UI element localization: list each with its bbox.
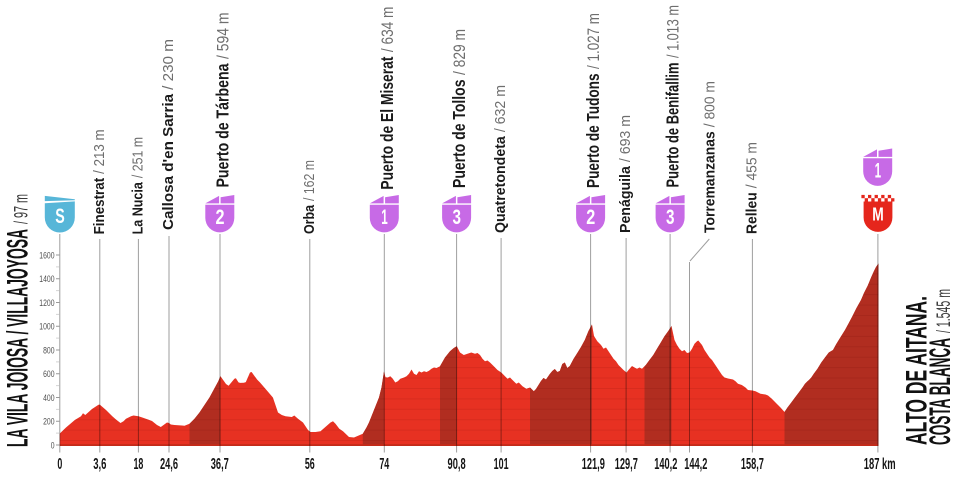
svg-text:Puerto de Benifallim: Puerto de Benifallim [663, 62, 683, 187]
svg-text:1: 1 [381, 205, 388, 229]
svg-text:129,7: 129,7 [615, 456, 638, 473]
svg-text:COSTA BLANCA: COSTA BLANCA [924, 338, 957, 445]
svg-text:Callosa d'en Sarria: Callosa d'en Sarria [160, 93, 177, 230]
svg-text:/ 594 m: / 594 m [215, 13, 233, 60]
svg-text:101: 101 [494, 456, 509, 473]
svg-text:Puerto de Tollos: Puerto de Tollos [449, 79, 469, 188]
svg-text:800: 800 [43, 345, 54, 356]
svg-text:/ 800 m: / 800 m [702, 81, 718, 127]
svg-text:1400: 1400 [39, 274, 54, 285]
svg-text:Orba: Orba [301, 204, 318, 234]
svg-text:0: 0 [51, 440, 55, 451]
svg-text:/ 251 m: / 251 m [130, 137, 146, 178]
svg-text:/ 455 m: / 455 m [744, 142, 760, 188]
svg-text:/ 829 m: / 829 m [451, 29, 469, 75]
svg-text:Penáguila: Penáguila [617, 166, 634, 233]
svg-text:2: 2 [216, 205, 225, 229]
svg-text:3: 3 [666, 205, 675, 229]
svg-text:LA VILA JOIOSA / VILLAJOYOSA: LA VILA JOIOSA / VILLAJOYOSA [2, 229, 35, 447]
svg-text:187 km: 187 km [864, 456, 896, 473]
svg-text:Puerto de El Miserat: Puerto de El Miserat [377, 56, 397, 189]
svg-text:3,6: 3,6 [93, 456, 106, 473]
svg-text:0: 0 [57, 456, 62, 473]
svg-text:/ 693 m: / 693 m [618, 115, 634, 162]
svg-text:Relleu: Relleu [743, 192, 760, 234]
svg-text:/ 97 m: / 97 m [12, 194, 33, 224]
svg-text:18: 18 [133, 456, 143, 473]
svg-text:140,2: 140,2 [654, 456, 677, 473]
svg-text:200: 200 [43, 417, 54, 428]
svg-text:1200: 1200 [39, 298, 54, 309]
svg-text:400: 400 [43, 393, 54, 404]
svg-text:600: 600 [43, 369, 54, 380]
svg-text:36,7: 36,7 [211, 456, 229, 473]
svg-text:56: 56 [305, 456, 315, 473]
svg-text:Torremanzanas: Torremanzanas [701, 131, 718, 233]
svg-text:3: 3 [453, 205, 462, 229]
svg-text:/ 1.013 m: / 1.013 m [665, 5, 683, 58]
svg-text:158,7: 158,7 [741, 456, 764, 473]
svg-text:74: 74 [379, 456, 389, 473]
svg-text:144,2: 144,2 [684, 456, 707, 473]
svg-text:121,9: 121,9 [582, 456, 605, 473]
svg-text:La Nucia: La Nucia [129, 182, 146, 235]
svg-text:ALTO DE AITANA.: ALTO DE AITANA. [901, 296, 934, 445]
svg-text:Finestrat: Finestrat [91, 178, 108, 235]
svg-text:/ 162 m: / 162 m [302, 160, 318, 201]
svg-text:/ 632 m: / 632 m [493, 85, 509, 132]
svg-text:Puerto de Tudons: Puerto de Tudons [583, 73, 603, 188]
svg-text:1: 1 [875, 158, 882, 182]
svg-text:S: S [55, 204, 65, 228]
svg-text:Puerto de Tárbena: Puerto de Tárbena [213, 63, 233, 187]
svg-text:2: 2 [586, 205, 595, 229]
svg-text:1600: 1600 [39, 250, 54, 261]
svg-text:24,6: 24,6 [160, 456, 178, 473]
svg-text:/ 1.545 m: / 1.545 m [934, 289, 955, 333]
svg-text:/ 213 m: / 213 m [92, 129, 108, 173]
svg-text:90,8: 90,8 [448, 456, 466, 473]
svg-text:/ 230 m: / 230 m [161, 39, 177, 90]
svg-text:/ 1.027 m: / 1.027 m [585, 13, 603, 69]
svg-text:Quatretondeta: Quatretondeta [492, 136, 509, 233]
svg-text:/ 634 m: / 634 m [379, 7, 397, 52]
svg-text:1000: 1000 [39, 322, 54, 333]
svg-text:M: M [872, 203, 884, 224]
